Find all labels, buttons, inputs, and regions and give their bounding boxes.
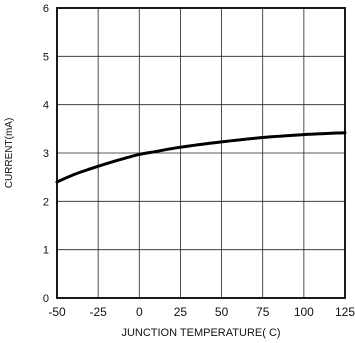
y-tick-label-3: 3 — [43, 148, 49, 160]
grid — [57, 8, 345, 298]
x-tick-label-6: 100 — [294, 305, 314, 319]
x-tick-label-0: -50 — [48, 305, 66, 319]
x-axis-label: JUNCTION TEMPERATURE( C) — [121, 327, 280, 339]
y-tick-label-2: 2 — [43, 196, 49, 208]
plot-frame — [56, 7, 346, 299]
y-axis-label: CURRENT(mA) — [4, 118, 15, 189]
x-tick-label-7: 125 — [335, 305, 355, 319]
x-tick-label-4: 50 — [215, 305, 229, 319]
series-layer — [55, 131, 347, 184]
x-tick-labels: -50 -25 0 25 50 75 100 125 — [48, 305, 355, 319]
x-tick-label-1: -25 — [89, 305, 107, 319]
y-tick-label-6: 6 — [43, 3, 49, 15]
x-tick-label-5: 75 — [256, 305, 270, 319]
y-tick-labels: 0 1 2 3 4 5 6 — [43, 3, 49, 305]
x-tick-label-2: 0 — [136, 305, 143, 319]
y-tick-label-4: 4 — [43, 100, 49, 112]
x-tick-label-3: 25 — [174, 305, 188, 319]
y-tick-label-5: 5 — [43, 51, 49, 63]
series-line-0 — [55, 131, 347, 184]
y-tick-label-1: 1 — [43, 245, 49, 257]
y-tick-label-0: 0 — [43, 293, 49, 305]
